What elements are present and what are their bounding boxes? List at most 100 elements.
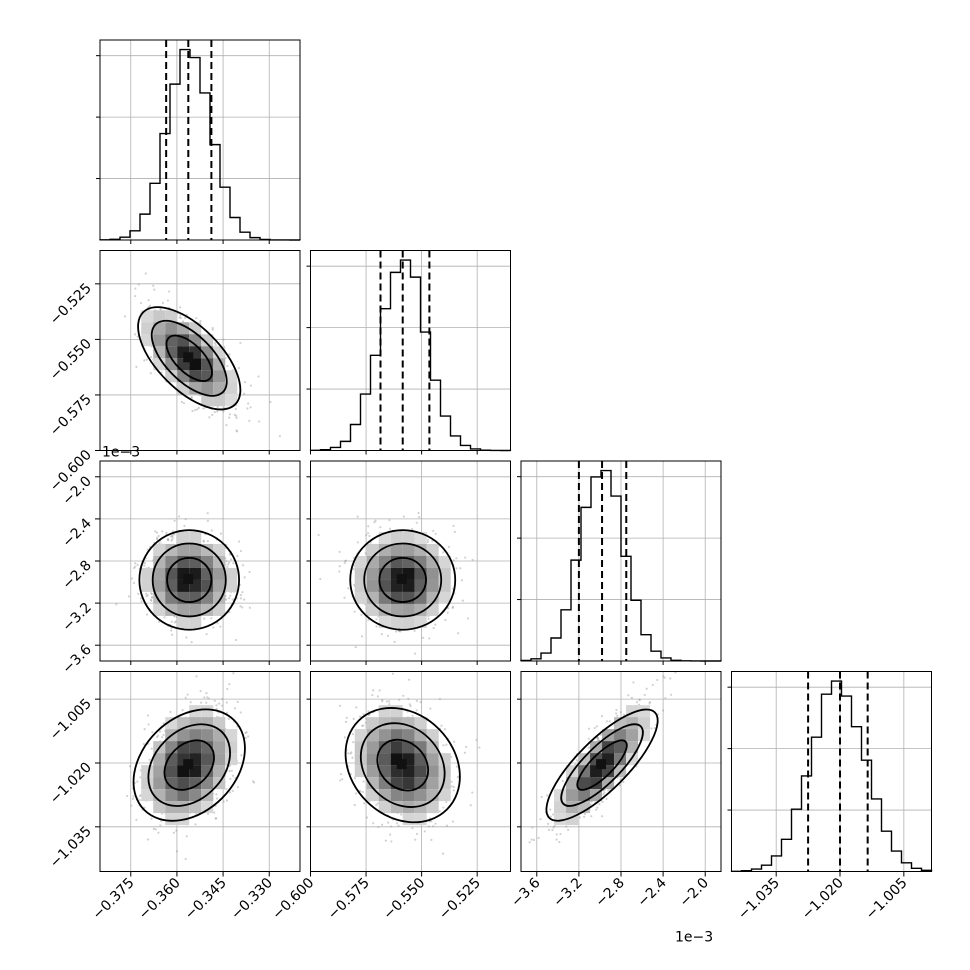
sample-point (228, 553, 231, 556)
sample-point (415, 709, 418, 712)
sample-point (226, 687, 229, 691)
sample-point (363, 802, 366, 805)
sample-point (601, 800, 604, 804)
sample-point (459, 567, 462, 570)
sample-point (140, 600, 143, 603)
sample-point (166, 299, 170, 302)
density-cell (354, 555, 367, 568)
density-cell (165, 346, 178, 359)
sample-point (356, 541, 359, 544)
sample-point (247, 402, 250, 405)
sample-point (213, 811, 216, 814)
density-cell (354, 729, 367, 742)
sample-point (455, 567, 458, 570)
density-cell (141, 789, 154, 802)
sample-point (214, 817, 218, 820)
sample-point (138, 799, 141, 802)
sample-point (216, 410, 219, 413)
density-cell (390, 531, 403, 544)
density-cell (201, 801, 214, 814)
sample-point (169, 535, 172, 538)
scatter-panel-p3-vs-p0 (99, 671, 301, 872)
sample-point (145, 595, 148, 598)
density-cell (189, 777, 202, 790)
sample-point (419, 701, 422, 704)
sample-point (402, 694, 405, 697)
density-cell (189, 789, 202, 802)
sample-point (228, 413, 232, 416)
density-cell (225, 567, 238, 580)
density-cell (213, 358, 226, 371)
sample-point (394, 630, 398, 633)
density-cell (426, 603, 439, 616)
sample-point (225, 799, 229, 802)
sample-point (390, 840, 393, 843)
sample-point (445, 743, 448, 746)
sample-point (353, 777, 357, 780)
sample-point (169, 710, 172, 714)
sample-point (134, 294, 137, 298)
sample-point (205, 701, 208, 704)
sample-point (359, 790, 362, 793)
sample-point (229, 594, 232, 597)
density-cell (189, 531, 202, 544)
density-cell (378, 555, 391, 568)
sample-point (228, 683, 231, 686)
panel-frame (731, 671, 932, 872)
histogram-step (309, 259, 512, 452)
sample-point (442, 806, 445, 809)
density-cell (414, 789, 427, 802)
sample-point (351, 756, 354, 759)
sample-point (244, 731, 247, 735)
sample-point (166, 538, 169, 541)
sample-point (415, 832, 419, 836)
sample-point (362, 780, 365, 783)
sample-point (210, 617, 213, 620)
sample-point (184, 857, 187, 861)
density-cell (378, 729, 391, 742)
density-cell (390, 741, 403, 754)
sample-point (170, 620, 173, 623)
sample-point (388, 703, 391, 706)
sample-point (452, 559, 455, 562)
sample-point (143, 806, 146, 809)
density-cell (189, 370, 202, 383)
sample-point (361, 724, 364, 727)
density-cell (378, 789, 391, 802)
sample-point (356, 515, 359, 518)
density-cell (141, 310, 154, 323)
density-cell (189, 741, 202, 754)
panel-content (310, 671, 511, 872)
sample-point (157, 534, 160, 538)
density-cell (225, 394, 238, 407)
sample-point (207, 697, 211, 700)
density-cell (177, 789, 190, 802)
density-cell (438, 555, 451, 568)
sample-point (185, 636, 188, 639)
density-cell (390, 543, 403, 556)
density-cell (414, 729, 427, 742)
sample-point (432, 529, 435, 533)
density-cell (354, 591, 367, 604)
density-cell (153, 346, 166, 359)
sample-point (258, 420, 261, 423)
sample-point (145, 613, 149, 616)
sample-point (354, 792, 358, 795)
sample-point (379, 526, 382, 529)
sample-point (434, 822, 437, 825)
sample-point (150, 596, 154, 599)
density-cell (165, 310, 178, 323)
sample-point (227, 717, 230, 720)
sample-point (229, 558, 233, 561)
sample-point (225, 424, 228, 427)
sample-point (137, 592, 140, 596)
sample-point (161, 736, 164, 739)
sample-point (161, 530, 164, 533)
sample-point (353, 803, 356, 807)
density-cell (201, 741, 214, 754)
sample-point (225, 598, 228, 601)
sample-point (138, 794, 142, 798)
density-cell (177, 801, 190, 814)
density-cell (414, 765, 427, 778)
density-cell (366, 765, 379, 778)
